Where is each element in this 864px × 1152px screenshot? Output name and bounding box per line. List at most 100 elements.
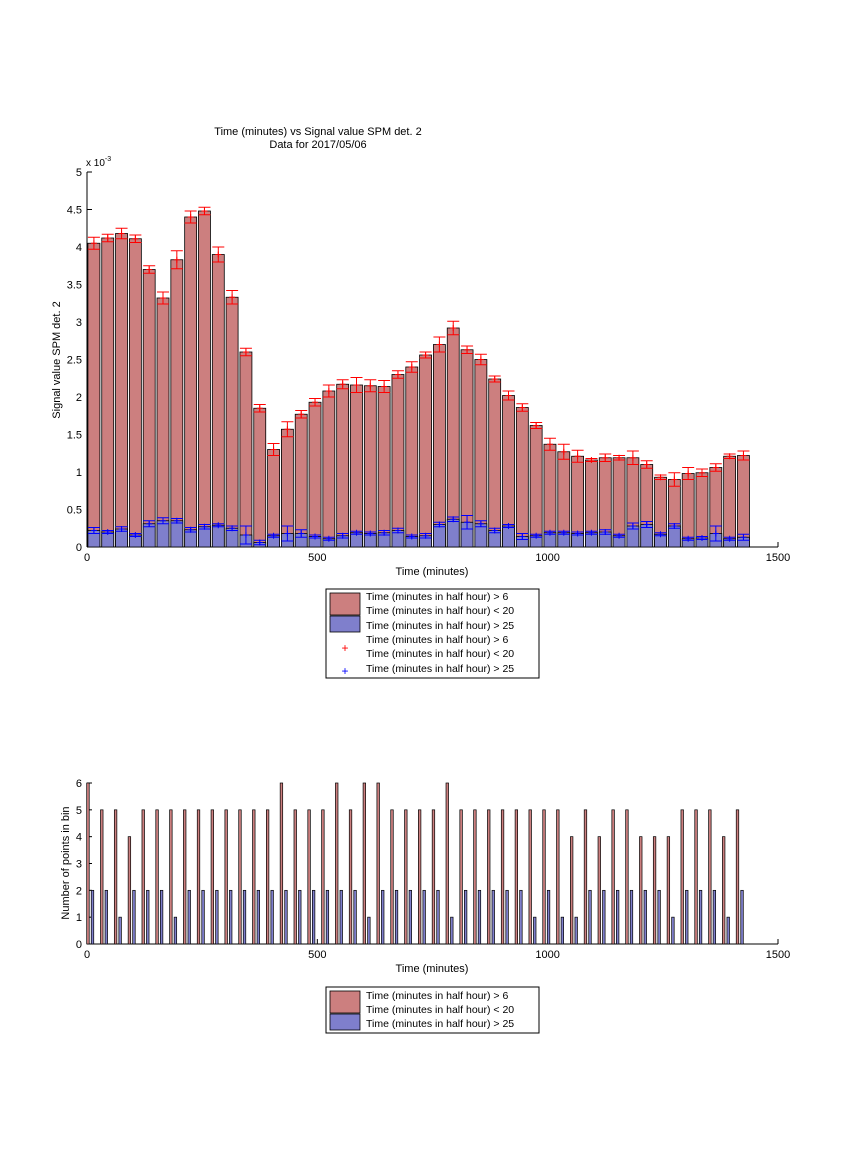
top-chart-exponent-label: x 10-3	[86, 156, 111, 169]
top-chart-subtitle: Data for 2017/05/06	[269, 139, 366, 151]
bottom-bar-blue	[574, 916, 578, 945]
bottom-chart-ylabel: Number of points in bin	[60, 806, 72, 919]
bottom-bar-red	[445, 782, 449, 945]
bottom-bar-blue	[643, 889, 647, 945]
bottom-y-tick-label: 6	[76, 778, 82, 790]
top-bar-red	[184, 216, 198, 548]
bottom-y-tick-label: 5	[76, 805, 82, 817]
bottom-bar-blue	[491, 889, 495, 945]
top-bar-red	[198, 210, 211, 548]
bottom-bar-red	[390, 809, 394, 945]
top-bar-red	[142, 269, 156, 548]
top-y-tick-label: 2.5	[67, 355, 82, 367]
bottom-bar-red	[528, 809, 532, 945]
bottom-y-tick-label: 1	[76, 912, 82, 924]
bottom-bar-blue	[104, 889, 108, 945]
bottom-bar-blue	[602, 889, 606, 945]
top-bar-red	[170, 259, 184, 548]
top-legend-entry-3: Time (minutes in half hour) > 6	[366, 634, 508, 646]
top-bar-blue	[170, 520, 184, 548]
bottom-bar-red	[639, 836, 643, 945]
bottom-bar-blue	[436, 889, 440, 945]
bottom-bar-red	[141, 809, 145, 945]
top-y-tick-label: 0	[76, 542, 82, 554]
top-bar-red	[294, 413, 308, 548]
bottom-legend-entry-2: Time (minutes in half hour) > 25	[366, 1018, 514, 1030]
bottom-y-tick-label: 0	[76, 939, 82, 951]
bottom-bar-blue	[215, 889, 219, 945]
top-bar-red	[336, 383, 350, 548]
top-bar-red	[225, 296, 239, 548]
top-bar-red	[488, 378, 502, 548]
bottom-bar-red	[680, 809, 684, 945]
top-bar-red	[391, 374, 405, 548]
bottom-bar-blue	[311, 889, 316, 945]
top-bar-red	[253, 407, 267, 548]
bottom-y-tick-label: 4	[76, 832, 82, 844]
bottom-bar-blue	[159, 889, 164, 945]
bottom-bar-blue	[353, 889, 357, 945]
top-bar-red	[474, 359, 488, 548]
top-y-tick-label: 3.5	[67, 280, 82, 292]
bottom-bar-blue	[533, 916, 537, 945]
bottom-legend: Time (minutes in half hour) > 6 Time (mi…	[325, 986, 540, 1034]
top-bar-blue	[667, 525, 681, 548]
bottom-bar-red	[611, 809, 615, 945]
bottom-bar-red	[100, 809, 104, 945]
bottom-bar-blue	[726, 916, 730, 945]
bottom-bar-blue	[367, 916, 371, 945]
top-bar-blue	[211, 524, 225, 548]
exponent-power: -3	[105, 156, 111, 163]
top-x-tick-label: 500	[308, 552, 326, 564]
bottom-bar-blue	[560, 916, 564, 945]
bottom-bar-red	[431, 809, 436, 945]
bottom-x-tick-label: 0	[84, 949, 90, 961]
bottom-bar-blue	[408, 889, 412, 945]
bottom-bar-red	[266, 809, 270, 945]
bottom-bar-blue	[546, 889, 551, 945]
bottom-bar-blue	[629, 889, 634, 945]
top-legend-entry-0: Time (minutes in half hour) > 6	[366, 591, 508, 603]
top-chart-title: Time (minutes) vs Signal value SPM det. …	[214, 126, 421, 138]
bottom-bar-red	[210, 809, 214, 945]
bottom-bar-red	[459, 809, 463, 945]
top-legend-marker-blue: +	[341, 664, 348, 678]
top-bar-blue	[156, 520, 170, 548]
bottom-bar-red	[362, 782, 366, 945]
bottom-bar-blue	[422, 889, 426, 945]
bottom-bar-red	[542, 809, 546, 945]
bottom-bar-red	[169, 809, 173, 945]
bottom-y-tick-label: 3	[76, 859, 82, 871]
bottom-bar-red	[348, 809, 353, 945]
bottom-bar-red	[500, 809, 505, 945]
top-bar-red	[128, 238, 142, 548]
bottom-bar-blue	[505, 889, 509, 945]
bottom-bar-blue	[118, 916, 122, 945]
bottom-bar-blue	[325, 889, 330, 945]
bottom-bar-blue	[588, 889, 592, 945]
top-legend-swatch-red	[329, 592, 361, 616]
bottom-bar-blue	[229, 889, 233, 945]
bottom-bar-blue	[132, 889, 136, 945]
bottom-bar-red	[597, 836, 601, 945]
bottom-bar-blue	[671, 916, 675, 945]
top-bar-blue	[446, 518, 460, 548]
bottom-bar-red	[625, 809, 629, 945]
bottom-bar-red	[570, 836, 574, 945]
bottom-bar-blue	[270, 889, 274, 945]
top-bar-red	[308, 401, 322, 548]
bottom-legend-swatch-blue	[329, 1013, 361, 1031]
top-chart-ylabel: Signal value SPM det. 2	[51, 301, 63, 418]
top-bar-blue	[433, 524, 446, 548]
top-bar-red	[405, 366, 419, 548]
bottom-legend-box	[325, 986, 540, 1034]
bottom-bar-red	[321, 809, 325, 945]
top-y-tick-label: 5	[76, 167, 82, 179]
bottom-bar-blue	[381, 889, 385, 945]
bottom-bar-red	[722, 836, 726, 945]
bottom-bar-red	[183, 809, 187, 945]
bottom-bar-blue	[685, 889, 689, 945]
bottom-bar-red	[224, 809, 228, 945]
top-legend: + + Time (minutes in half hour) > 6 Time…	[325, 588, 540, 679]
bottom-bar-red	[293, 809, 297, 945]
